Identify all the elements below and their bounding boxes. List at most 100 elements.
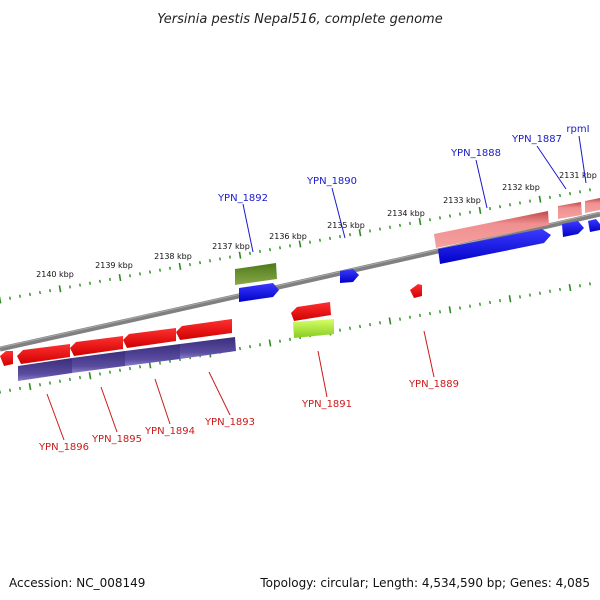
gene-feature-ypn1896-pseudo[interactable] — [18, 358, 72, 381]
genome-backbone — [0, 211, 600, 352]
leader-line-ypn1890 — [331, 187, 346, 239]
minor-tick — [99, 279, 101, 283]
minor-tick — [429, 311, 431, 316]
minor-tick — [509, 203, 511, 207]
kbp-label: 2138 kbp — [154, 252, 192, 261]
gene-feature-ypn1891[interactable] — [291, 302, 331, 321]
minor-tick — [439, 310, 441, 314]
gene-feature-ypn1893[interactable] — [176, 319, 232, 340]
gene-label-ypn1894[interactable]: YPN_1894 — [144, 426, 195, 437]
minor-tick — [19, 386, 21, 391]
minor-tick — [259, 343, 261, 347]
kbp-scale-labels: 2131 kbp 2132 kbp 2133 kbp 2134 kbp 2135 kbp… — [36, 171, 597, 279]
gene-feature-ypn1894-pseudo[interactable] — [125, 344, 180, 366]
minor-tick — [459, 212, 461, 216]
minor-tick — [289, 244, 291, 248]
minor-tick — [109, 370, 111, 374]
gene-feature-ypn1893-pseudo[interactable] — [180, 337, 236, 359]
gene-feature-ypn1888-pseudo[interactable] — [434, 211, 549, 248]
gene-label-ypn1888[interactable]: YPN_1888 — [450, 148, 501, 159]
gene-feature-edge-left[interactable] — [0, 351, 13, 366]
gene-label-ypn1893[interactable]: YPN_1893 — [204, 417, 255, 428]
kbp-label: 2135 kbp — [327, 221, 365, 230]
minor-tick — [309, 240, 311, 244]
genome-backbone-highlight — [0, 212, 600, 348]
minor-tick — [79, 375, 81, 380]
minor-tick — [219, 257, 221, 261]
gene-feature-ypn1889[interactable] — [410, 284, 422, 298]
gene-label-ypn1896[interactable]: YPN_1896 — [38, 442, 89, 453]
minor-tick — [559, 193, 561, 198]
major-tick — [418, 218, 422, 226]
minor-tick — [569, 191, 571, 196]
kbp-label: 2133 kbp — [443, 196, 481, 205]
minor-tick — [389, 225, 391, 229]
minor-tick — [189, 262, 191, 267]
minor-tick — [519, 295, 521, 299]
minor-tick — [279, 246, 281, 250]
gene-feature-ypn1887-pseudo[interactable] — [558, 202, 582, 219]
major-tick — [448, 306, 452, 314]
minor-tick — [9, 388, 11, 392]
gene-feature-ypn1894[interactable] — [123, 328, 176, 348]
minor-tick — [399, 317, 401, 321]
leader-line-ypn1895 — [100, 386, 118, 433]
gene-label-rpmi[interactable]: rpmI — [566, 124, 589, 135]
minor-tick — [49, 289, 51, 293]
major-tick — [238, 251, 242, 259]
major-tick — [118, 274, 122, 282]
gene-feature-ypn1895[interactable] — [70, 336, 123, 356]
gene-feature-rpmi[interactable] — [588, 219, 600, 232]
minor-tick — [249, 345, 251, 349]
forward-strand-features — [235, 198, 600, 302]
leader-line-ypn1888 — [475, 159, 488, 209]
minor-tick — [359, 324, 361, 329]
minor-tick — [139, 365, 141, 369]
gene-label-ypn1895[interactable]: YPN_1895 — [91, 434, 142, 445]
gene-feature-ypn1892-rna[interactable] — [235, 263, 277, 285]
minor-tick — [499, 205, 501, 209]
gene-feature-ypn1892[interactable] — [239, 283, 279, 302]
gene-label-ypn1887[interactable]: YPN_1887 — [511, 134, 562, 145]
minor-tick — [489, 206, 491, 211]
minor-tick — [229, 255, 231, 259]
minor-tick — [459, 306, 461, 310]
gene-label-ypn1890[interactable]: YPN_1890 — [306, 176, 357, 187]
kbp-label: 2140 kbp — [36, 270, 74, 279]
gene-feature-ypn1890[interactable] — [340, 269, 359, 283]
minor-tick — [369, 323, 371, 327]
outer-tick-ring — [0, 188, 591, 304]
minor-tick — [69, 285, 71, 289]
minor-tick — [59, 379, 61, 383]
minor-tick — [279, 339, 281, 343]
major-tick — [178, 262, 182, 270]
gene-label-ypn1889[interactable]: YPN_1889 — [408, 379, 459, 390]
major-tick — [298, 240, 302, 248]
gene-feature-ypn1887[interactable] — [562, 221, 584, 237]
kbp-label: 2132 kbp — [502, 183, 540, 192]
minor-tick — [209, 259, 211, 263]
major-tick — [88, 372, 92, 380]
minor-tick — [349, 233, 351, 237]
minor-tick — [499, 298, 501, 303]
gene-feature-ypn1891-misc[interactable] — [293, 319, 334, 338]
major-tick — [0, 296, 2, 304]
gene-feature-ypn1888[interactable] — [438, 229, 551, 264]
minor-tick — [329, 236, 331, 241]
gene-feature-ypn1896[interactable] — [17, 344, 70, 364]
minor-tick — [449, 214, 451, 218]
major-tick — [268, 339, 272, 347]
minor-tick — [519, 201, 521, 205]
kbp-label: 2139 kbp — [95, 261, 133, 270]
gene-label-ypn1891[interactable]: YPN_1891 — [301, 399, 352, 410]
gene-label-ypn1892[interactable]: YPN_1892 — [217, 193, 268, 204]
leader-line-ypn1896 — [46, 393, 65, 441]
gene-feature-rpmi-pseudo[interactable] — [585, 198, 600, 213]
minor-tick — [529, 199, 531, 203]
minor-tick — [109, 277, 111, 282]
accession-text: Accession: NC_008149 — [9, 576, 146, 590]
major-tick — [358, 229, 362, 237]
minor-tick — [439, 216, 441, 220]
topology-text: Topology: circular; Length: 4,534,590 bp… — [260, 576, 590, 590]
gene-feature-ypn1895-pseudo[interactable] — [72, 351, 125, 373]
